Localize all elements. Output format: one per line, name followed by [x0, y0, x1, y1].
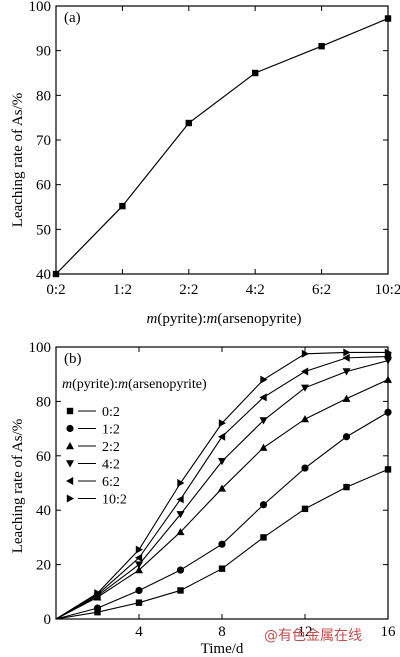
panel-b-data-point — [218, 484, 226, 492]
panel-b-data-point — [342, 368, 351, 376]
legend-label: 10:2 — [102, 493, 127, 508]
panel-b-data-point — [384, 348, 392, 357]
panel-b-label: (b) — [64, 351, 82, 367]
panel-b-data-point — [384, 375, 392, 383]
panel-a-data-point — [52, 270, 60, 278]
panel-b-data-point — [135, 599, 143, 606]
panel-b-data-point — [135, 545, 143, 554]
legend-marker — [66, 494, 74, 503]
panel-b-chart: (b) Leaching rate of As/% Time/d m(pyrit… — [10, 340, 396, 657]
panel-b-data-point — [301, 349, 309, 358]
panel-b-data-point — [301, 464, 309, 472]
panel-b-data-point — [259, 417, 268, 425]
panel-b-data-point — [93, 604, 102, 612]
panel-a-y-tick-label: 70 — [36, 133, 51, 149]
legend-label: 0:2 — [102, 405, 120, 420]
panel-b-data-point — [342, 353, 350, 362]
legend-label: 2:2 — [102, 440, 120, 455]
panel-b-data-point — [135, 561, 143, 569]
legend-marker — [66, 460, 74, 468]
panel-b-y-axis-title: Leaching rate of As/% — [10, 419, 26, 554]
panel-a-x-axis-title: m(pyrite):m(arsenopyrite) — [147, 311, 302, 327]
panel-b-data-point — [384, 466, 392, 473]
panel-b-x-tick-label: 16 — [381, 624, 397, 640]
panel-b-y-tick-label: 80 — [36, 394, 51, 410]
legend-marker — [66, 477, 74, 485]
panel-a-x-tick-label: 0:2 — [46, 282, 65, 298]
panel-b-data-point — [342, 394, 351, 402]
panel-a-label: (a) — [64, 10, 81, 26]
panel-b-data-point — [135, 553, 143, 562]
panel-a-data-point — [252, 69, 259, 77]
panel-b-data-point — [259, 443, 268, 451]
panel-b-data-point — [218, 432, 226, 441]
panel-a-y-tick-label: 80 — [36, 88, 51, 104]
panel-a-x-tick-label: 6:2 — [312, 282, 331, 298]
panel-b-data-point — [259, 501, 268, 509]
panel-a-plot-frame — [55, 5, 389, 275]
legend-title: m(pyrite):m(arsenopyrite) — [62, 377, 207, 392]
panel-b-data-point — [343, 483, 350, 491]
panel-b-data-point — [301, 415, 309, 423]
legend-label: 6:2 — [102, 475, 120, 490]
panel-b-data-point — [176, 566, 185, 574]
panel-b-data-point — [218, 565, 226, 572]
panel-a-x-tick-label: 4:2 — [246, 282, 265, 298]
panel-b-x-tick-label: 4 — [135, 624, 143, 640]
panel-b-data-point — [176, 527, 185, 536]
panel-a-x-tick-label: 1:2 — [113, 282, 132, 298]
panel-b-data-point — [218, 419, 226, 428]
panel-b-y-tick-label: 60 — [36, 449, 51, 465]
panel-b-data-point — [301, 384, 309, 392]
panel-b-y-tick-label: 40 — [36, 503, 51, 519]
panel-a-x-tick-label: 10:2 — [375, 282, 400, 298]
panel-b-data-point — [384, 408, 392, 416]
panel-b-data-point — [176, 495, 184, 504]
panel-b-y-tick-label: 100 — [29, 340, 52, 356]
panel-a-data-point — [185, 119, 192, 127]
panel-a-data-point — [384, 15, 392, 22]
panel-b-data-point — [260, 534, 267, 541]
panel-b-data-point — [177, 479, 185, 487]
panel-b-data-point — [94, 589, 102, 598]
panel-b-data-point — [218, 540, 226, 548]
panel-a-chart: (a) Leaching rate of As/% m(pyrite):m(ar… — [10, 0, 400, 327]
panel-a-data-point — [318, 43, 325, 50]
legend-marker — [66, 424, 74, 433]
watermark: @有色金属在线 — [264, 627, 362, 644]
panel-b-data-point — [218, 458, 226, 466]
panel-a-y-tick-label: 60 — [36, 178, 51, 194]
panel-a-y-tick-label: 40 — [36, 267, 51, 283]
panel-b-data-point — [384, 352, 392, 361]
legend-marker — [66, 407, 74, 415]
legend-label: 4:2 — [102, 458, 120, 473]
panel-a-y-tick-label: 100 — [29, 0, 52, 15]
panel-b-x-tick-label: 8 — [218, 624, 226, 640]
panel-a-data-point — [119, 202, 126, 210]
panel-b-x-axis-title: Time/d — [201, 641, 244, 657]
panel-b-data-point — [259, 393, 267, 402]
panel-b-x-tick-label: 12 — [298, 624, 313, 640]
panel-a-y-tick-label: 50 — [36, 222, 51, 238]
panel-b-y-tick-label: 20 — [36, 558, 51, 574]
panel-a-y-tick-label: 90 — [36, 44, 51, 60]
panel-b-data-point — [301, 367, 309, 376]
panel-a-series-line — [55, 17, 389, 275]
panel-a-x-tick-label: 2:2 — [179, 282, 198, 298]
panel-a-y-axis-title: Leaching rate of As/% — [10, 93, 26, 228]
panel-b-data-point — [260, 375, 268, 384]
panel-b-data-point — [301, 505, 309, 513]
panel-b-data-point — [343, 348, 351, 357]
panel-b-data-point — [176, 511, 185, 519]
panel-b-data-point — [342, 433, 351, 441]
legend-label: 1:2 — [102, 423, 120, 438]
panel-b-y-tick-label: 0 — [44, 612, 52, 628]
panel-b-data-point — [94, 609, 101, 616]
panel-b-data-point — [135, 566, 143, 574]
panel-b-data-point — [177, 587, 184, 594]
panel-b-data-point — [135, 586, 143, 595]
legend-marker — [66, 442, 74, 450]
